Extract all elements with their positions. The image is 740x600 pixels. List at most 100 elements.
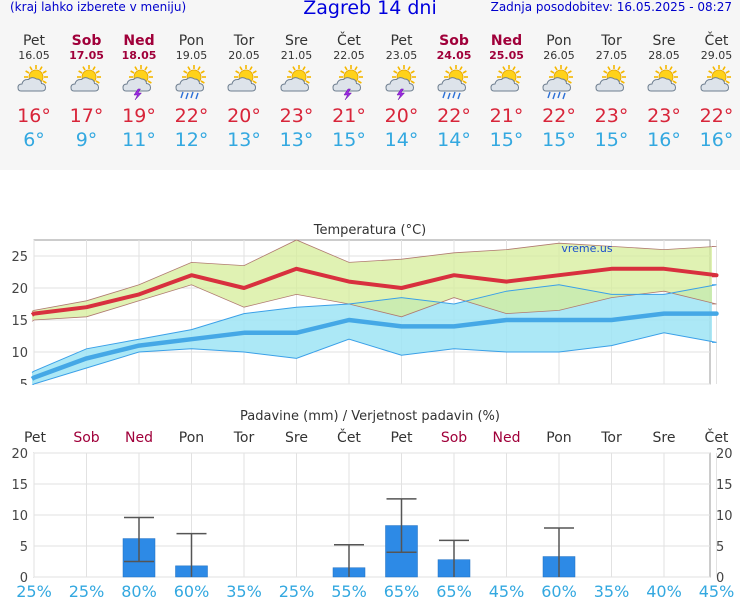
precipitation-error-bar [334,544,364,577]
day-name: Pet [22,33,46,49]
sun-rain-icon [428,64,480,104]
max-temperature: 22° [542,105,576,127]
max-temperature: 22° [699,105,734,127]
x-tick-label: Pon [546,430,571,446]
min-temperature: 15° [332,129,366,151]
sun-cloud-icon [691,64,740,104]
day-name: Ned [123,33,155,49]
max-temperature: 17° [69,105,104,127]
day-name: Ned [490,33,523,49]
x-tick-label: Sre [653,430,676,446]
sun-cloud-icon [481,64,533,104]
max-temperature: 22° [437,105,471,127]
x-tick-label: Sob [441,430,467,446]
day-name: Čet [337,33,361,49]
day-column: Tor 20.05 20° 13° [218,34,270,152]
location-note[interactable]: (kraj lahko izberete v meniju) [10,0,187,14]
min-temperature: 14° [384,129,419,151]
day-column: Čet 29.05 22° 16° [691,34,740,152]
sun-thunder-icon [323,64,375,104]
day-date: 17.05 [69,49,104,62]
watermark: vreme.us [561,242,613,255]
x-tick-label: Čet [337,428,361,446]
day-name: Tor [601,33,622,49]
max-temperature: 20° [384,105,419,127]
day-date: 22.05 [333,49,365,62]
y-tick-label: 15 [11,478,28,493]
y-tick-label-right: 0 [716,571,724,586]
min-temperature: 14° [437,129,471,151]
day-date: 25.05 [489,49,524,62]
max-temperature: 22° [174,105,209,127]
max-temperature: 21° [332,105,366,127]
x-tick-label: Tor [233,430,255,446]
day-column: Pet 23.05 20° 14° [376,34,428,152]
precipitation-chart: Padavine (mm) / Verjetnost padavin (%) Pe… [11,409,735,600]
min-temperature: 13° [227,129,261,151]
day-date: 24.05 [436,49,472,62]
min-temp-line [30,311,719,381]
y-tick-label: 5 [20,378,28,385]
min-temperature: 12° [174,129,209,151]
sun-cloud-icon [638,64,690,104]
y-tick-label: 20 [11,282,28,297]
day-date: 19.05 [175,49,208,62]
x-tick-label: Sob [73,430,99,446]
y-tick-label-right: 15 [716,478,733,493]
precipitation-probability: 45% [699,582,735,600]
day-name: Čet [704,33,729,49]
min-temperature: 16° [699,129,734,151]
max-temperature: 23° [279,105,314,127]
precipitation-probability: 25% [69,582,105,600]
precipitation-probability: 25% [16,582,52,600]
day-name: Sob [71,33,102,49]
min-temperature: 15° [489,129,524,151]
max-temperature: 19° [122,105,156,127]
precipitation-probability: 65% [436,582,472,600]
day-date: 27.05 [595,49,628,62]
precipitation-probability: 80% [121,582,157,600]
y-tick-label: 10 [11,346,28,361]
last-updated: Zadnja posodobitev: 16.05.2025 - 08:27 [490,0,732,14]
min-temperature: 13° [279,129,314,151]
day-name: Pon [178,33,205,49]
precipitation-probability: 35% [226,582,262,600]
day-name: Tor [233,33,255,49]
day-column: Sob 24.05 22° 14° [428,34,480,152]
min-temperature: 6° [23,129,45,151]
y-tick-label: 0 [20,571,28,586]
day-name: Sre [285,33,308,49]
precipitation-probability: 55% [331,582,367,600]
day-column: Tor 27.05 23° 15° [586,34,638,152]
x-tick-label: Tor [600,430,622,446]
precipitation-probability: 25% [279,582,315,600]
day-column: Sob 17.05 17° 9° [61,34,113,152]
precipitation-error-bar [439,539,469,577]
day-name: Sre [652,33,676,49]
day-date: 18.05 [121,49,157,62]
day-name: Pon [546,33,572,49]
sun-cloud-icon [271,64,323,104]
x-tick-label: Sre [285,430,308,446]
min-temperature: 15° [542,129,576,151]
day-name: Pet [390,33,413,49]
day-column: Pon 26.05 22° 15° [533,34,585,152]
day-column: Ned 18.05 19° 11° [113,34,165,152]
day-date: 16.05 [18,49,50,62]
sun-cloud-icon [8,64,60,104]
sun-cloud-icon [218,64,270,104]
max-temp-line [30,266,719,317]
max-temp-range-band [32,240,717,320]
day-column: Čet 22.05 21° 15° [323,34,375,152]
sun-rain-icon [533,64,585,104]
max-temp-upper-edge [31,239,717,313]
sun-cloud-icon [586,64,638,104]
day-column: Pet 16.05 16° 6° [8,34,60,152]
precipitation-probability: 35% [594,582,630,600]
precipitation-probability: 45% [489,582,525,600]
day-date: 21.05 [280,49,313,62]
temperature-chart: Temperatura (°C) 5 10 15 20 25 vreme.us [11,223,719,385]
day-date: 20.05 [228,49,260,62]
min-temp-lower-edge [31,332,717,385]
min-temp-upper-edge [31,284,717,373]
